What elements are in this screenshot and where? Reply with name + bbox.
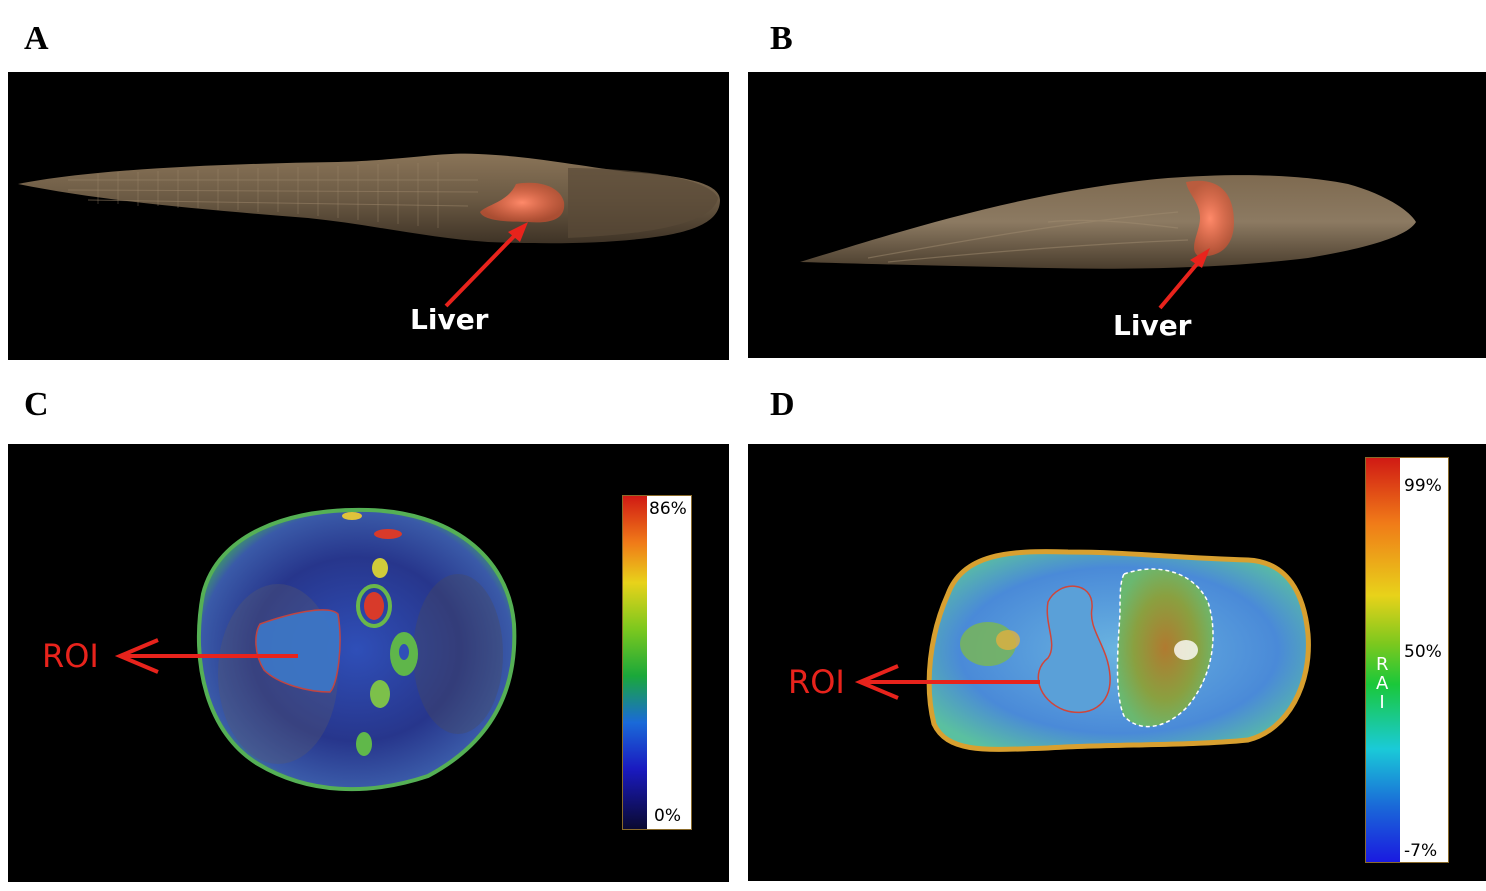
- arrow-icon: [114, 638, 298, 674]
- scale-mid-d: 50%: [1404, 642, 1442, 662]
- scale-min-c: 0%: [654, 806, 681, 826]
- panel-b-image: Liver: [748, 72, 1486, 358]
- panel-a-image: Liver: [8, 72, 729, 360]
- heatmap-section-d: [854, 549, 1311, 752]
- heatmap-section-c: [114, 507, 517, 792]
- arrow-icon: [444, 222, 528, 308]
- section-outline: [196, 507, 517, 792]
- liver-highlight: [480, 182, 565, 223]
- roi-region: [1037, 585, 1111, 714]
- panel-letter-a: A: [24, 20, 49, 57]
- roi-label-d: ROI: [788, 663, 845, 701]
- liver-region: [1116, 568, 1214, 728]
- arrow-icon: [1158, 248, 1210, 310]
- colorbar-scale-d: [1365, 457, 1449, 863]
- arrow-icon: [854, 664, 1040, 700]
- fish-body: [800, 175, 1416, 269]
- fish-render-a: [18, 153, 720, 308]
- panel-letter-b: B: [770, 20, 793, 57]
- panel-letter-d: D: [770, 386, 795, 423]
- liver-highlight: [1186, 180, 1234, 257]
- fish-head: [568, 168, 718, 238]
- scale-max-d: 99%: [1404, 476, 1442, 496]
- scale-label-text: RAI: [1376, 654, 1389, 713]
- liver-label-b: Liver: [1113, 309, 1192, 342]
- panel-d-image: ROI RAI 99% 50% -7%: [748, 444, 1486, 881]
- panel-c-image: ROI 86% 0%: [8, 444, 729, 882]
- colorbar-scale-c: [622, 495, 692, 830]
- roi-region: [255, 609, 341, 693]
- liver-label-a: Liver: [410, 303, 489, 336]
- scale-max-c: 86%: [649, 499, 687, 519]
- scale-min-d: -7%: [1404, 841, 1438, 861]
- scale-label-d: RAI: [1372, 654, 1392, 713]
- roi-label-c: ROI: [42, 637, 99, 675]
- panel-letter-c: C: [24, 386, 49, 423]
- fish-render-b: [800, 175, 1416, 310]
